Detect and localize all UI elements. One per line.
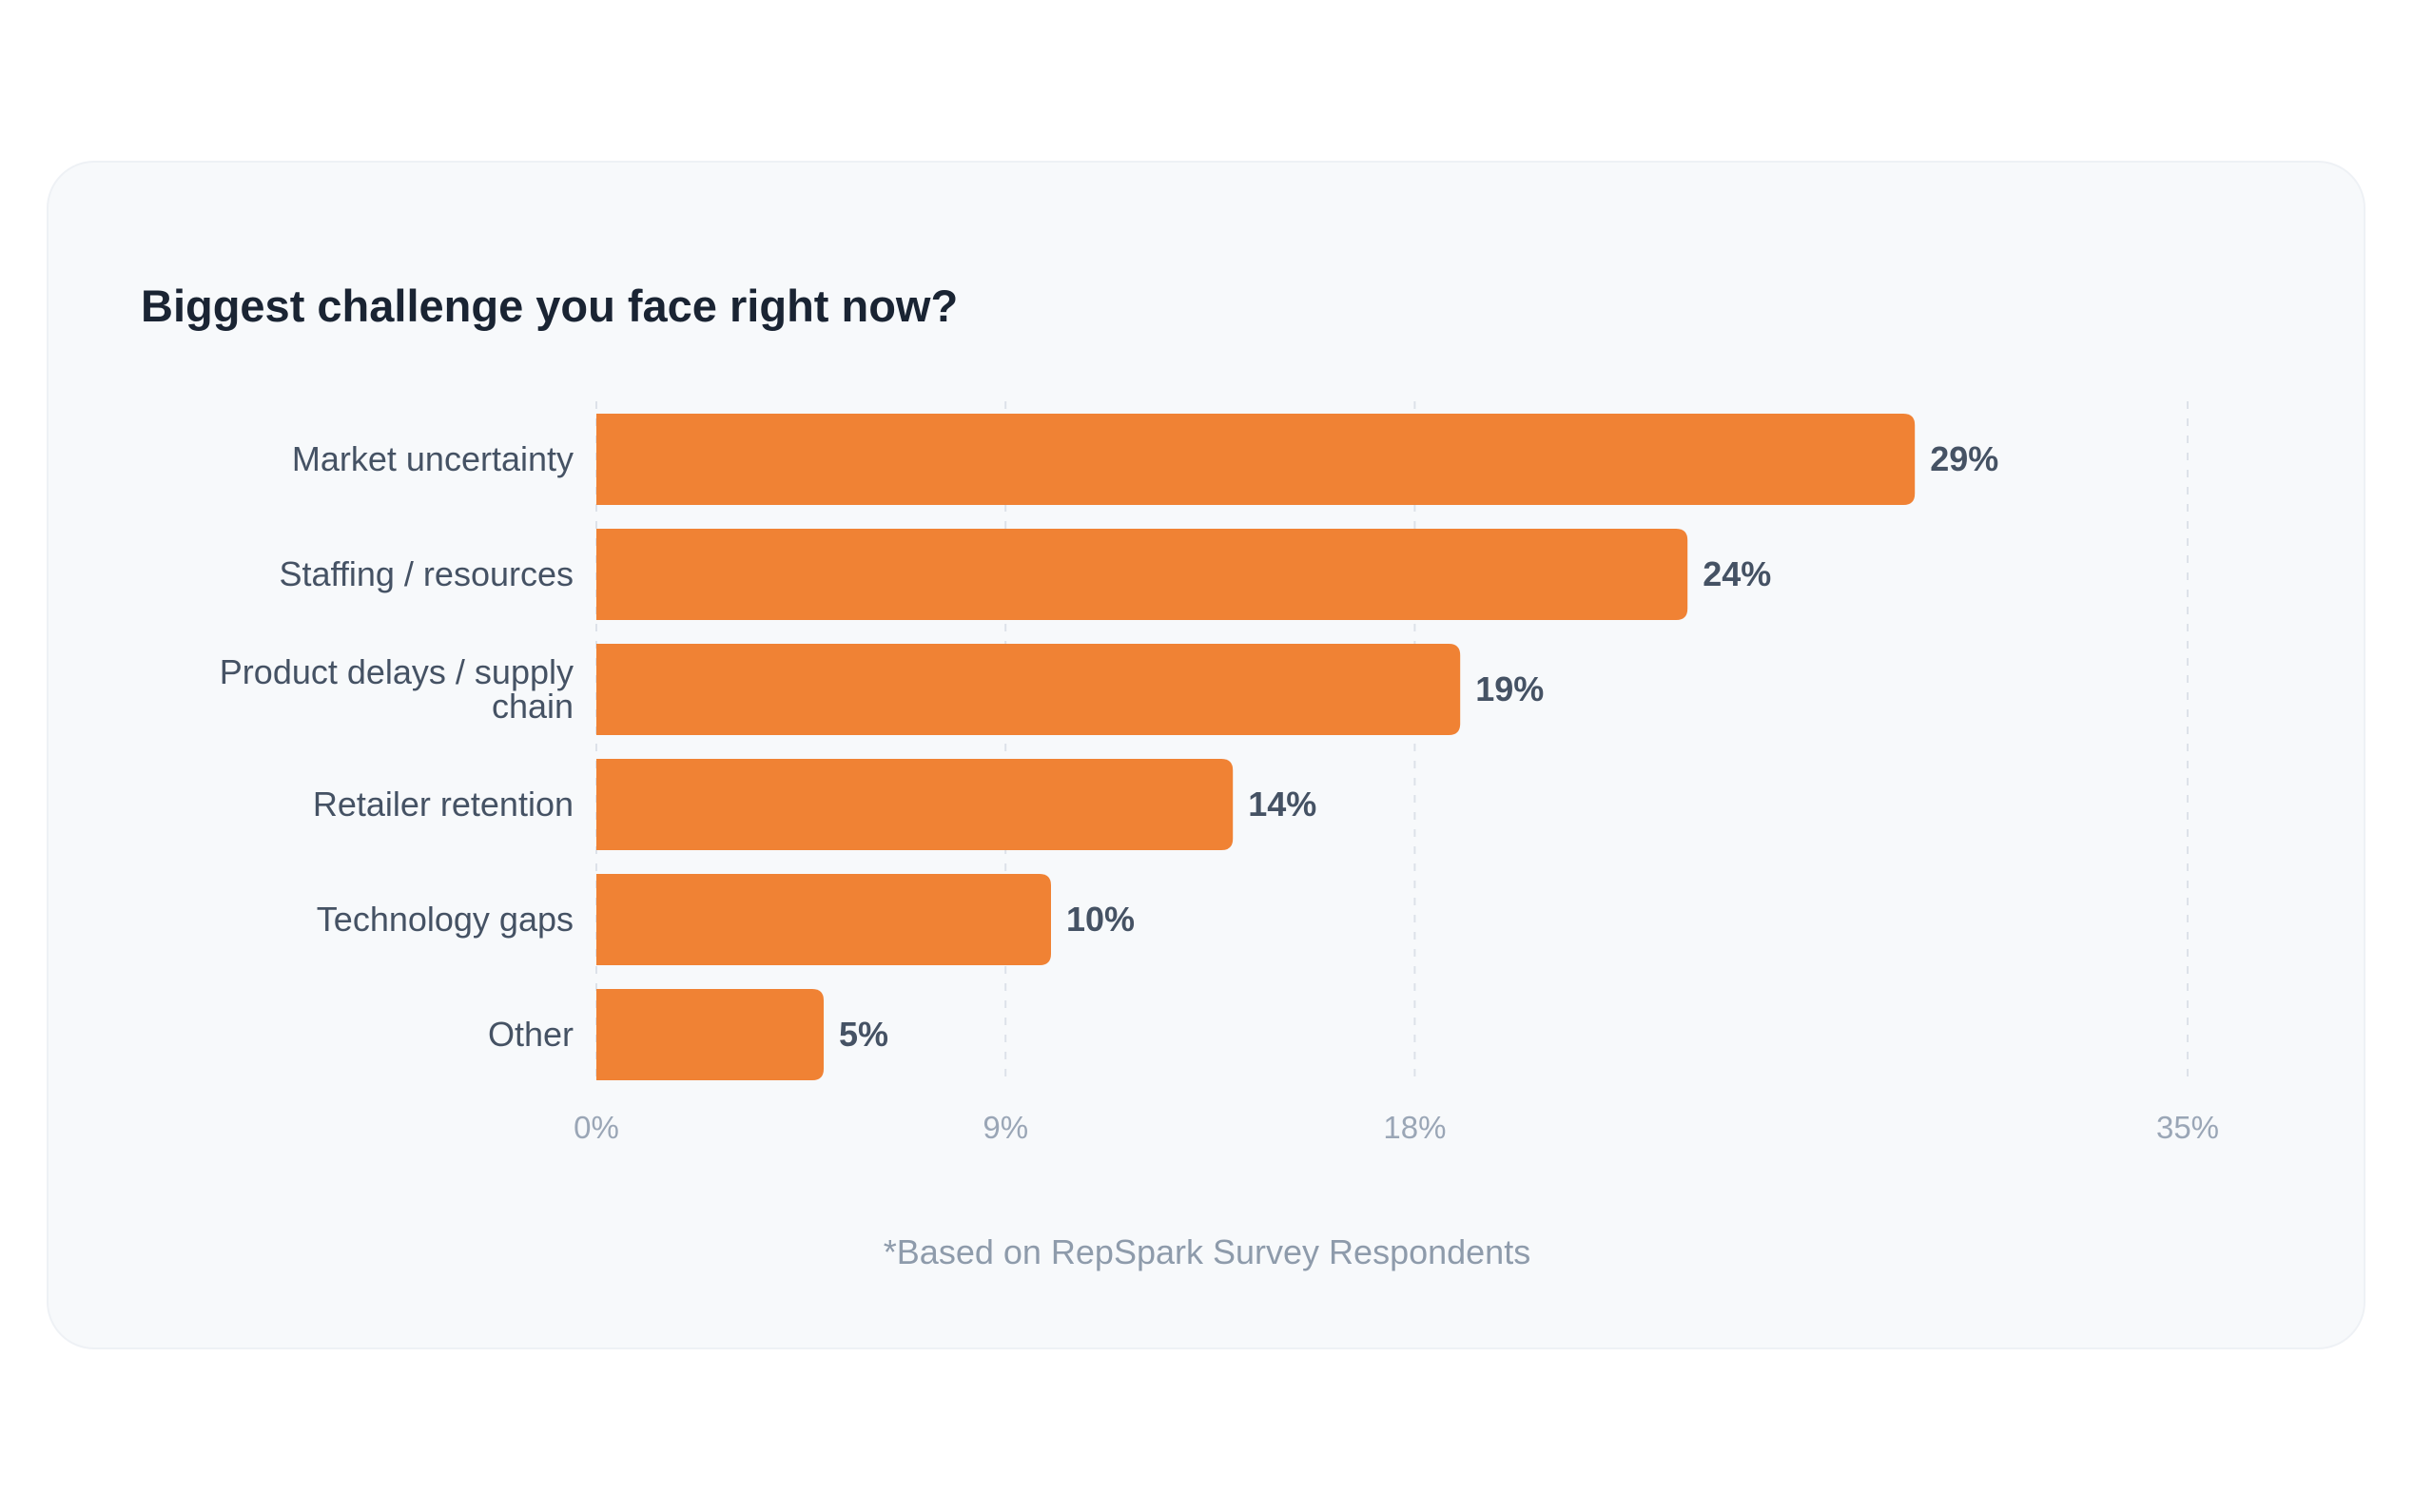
bar	[596, 414, 1916, 505]
category-label: Market uncertainty	[292, 439, 574, 478]
x-tick-label: 9%	[983, 1110, 1028, 1145]
value-label: 10%	[1066, 900, 1135, 939]
category-label: Other	[488, 1015, 574, 1054]
x-tick-label: 18%	[1383, 1110, 1446, 1145]
footnote: *Based on RepSpark Survey Respondents	[883, 1232, 1531, 1271]
bar	[596, 759, 1234, 850]
bars	[596, 414, 1916, 1080]
value-labels: 29% 24% 19% 14% 10% 5%	[839, 439, 1998, 1054]
x-axis-ticks: 0% 9% 18% 35%	[574, 1110, 2219, 1145]
bar	[596, 529, 1688, 620]
bar	[596, 874, 1051, 965]
value-label: 19%	[1475, 669, 1544, 708]
value-label: 24%	[1703, 554, 1771, 593]
category-label: Product delays / supply chain	[220, 652, 574, 726]
x-tick-label: 0%	[574, 1110, 619, 1145]
bar	[596, 644, 1461, 735]
x-tick-label: 35%	[2156, 1110, 2219, 1145]
chart-title: Biggest challenge you face right now?	[141, 281, 959, 331]
grid-lines	[595, 401, 2189, 1084]
category-label: Staffing / resources	[280, 554, 574, 593]
category-label: Retailer retention	[313, 785, 574, 824]
bar	[596, 989, 824, 1080]
value-label: 29%	[1930, 439, 1998, 478]
category-labels: Market uncertainty Staffing / resources Pr…	[220, 439, 574, 1054]
category-label: Technology gaps	[317, 900, 574, 939]
value-label: 5%	[839, 1015, 888, 1054]
chart-card	[47, 161, 2365, 1349]
value-label: 14%	[1248, 785, 1316, 824]
